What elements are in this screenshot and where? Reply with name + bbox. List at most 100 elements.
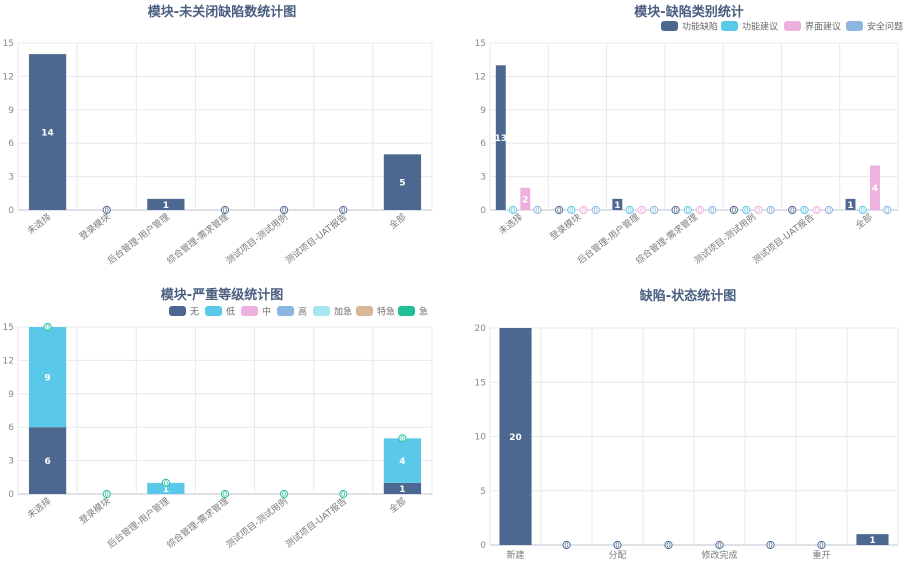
x-tick-label-1: 登录模块 bbox=[548, 211, 584, 243]
zero-value-marker-6-1 bbox=[858, 205, 867, 215]
zero-value-marker-4-top bbox=[280, 489, 289, 499]
bar-功能缺陷-2 bbox=[612, 198, 623, 210]
data-label-功能缺陷-2: 1 bbox=[614, 201, 620, 211]
zero-value-marker-5-3 bbox=[824, 205, 834, 215]
data-label-功能缺陷-6: 1 bbox=[847, 201, 853, 211]
data-label-缺陷数-0: 20 bbox=[509, 433, 522, 443]
y-tick-label-5: 15 bbox=[3, 39, 14, 49]
y-tick-label-2: 10 bbox=[475, 433, 487, 443]
chart-module-severity: 模块-严重等级统计图 0 3 6 9 12 15 未选择 登录模块后台管理-用户管理综合管理-需… bbox=[3, 287, 433, 551]
chart-panel-module-severity: 模块-严重等级统计图 0 3 6 9 12 15 未选择 登录模块 后台管理-用户管理 综合管理-需… bbox=[0, 283, 461, 566]
x-tick-label-1: 登录模块 bbox=[77, 211, 113, 243]
zero-value-marker-5-0 bbox=[766, 540, 775, 550]
data-label-缺陷数-6: 5 bbox=[399, 179, 405, 189]
x-tick-label-3: 综合管理-需求管理 bbox=[633, 211, 700, 267]
zero-value-label-2-0: 0 bbox=[615, 542, 619, 550]
data-label-缺陷数-2: 1 bbox=[163, 201, 169, 211]
x-tick-label-0: 未选择 bbox=[25, 211, 54, 237]
x-tick-label-2: 后台管理-用户管理 bbox=[105, 495, 172, 551]
legend-label-5: 特急 bbox=[377, 306, 395, 318]
zero-value-marker-4-0 bbox=[729, 205, 739, 215]
data-label-界面建议-6: 4 bbox=[872, 184, 878, 194]
chart-panel-defect-status: 缺陷-状态统计图 0 5 10 15 20 新建 分配 修改完成 重开 20 0 0 0 0 0 0 1 bbox=[461, 283, 922, 566]
zero-value-marker-1-0 bbox=[562, 540, 571, 550]
zero-value-marker-1-0 bbox=[102, 205, 111, 215]
chart-panel-module-open-defects: 模块-未关闭缺陷数统计图 0 3 6 9 12 15 未选择 登录模块 后台管理-用户管理 综合管理… bbox=[0, 0, 461, 283]
chart-title: 缺陷-状态统计图 bbox=[639, 288, 736, 304]
zero-value-marker-5-1 bbox=[800, 205, 809, 215]
y-tick-label-3: 9 bbox=[8, 106, 14, 116]
zero-value-marker-2-2 bbox=[637, 205, 646, 215]
legend-label-1: 功能建议 bbox=[742, 21, 778, 33]
zero-value-label-1-1: 0 bbox=[569, 207, 573, 215]
data-label-功能缺陷-0: 13 bbox=[495, 134, 508, 144]
legend-label-6: 急 bbox=[419, 306, 428, 318]
legend-swatch-1 bbox=[721, 21, 738, 31]
zero-value-label-5-0: 0 bbox=[768, 542, 772, 550]
x-tick-label-2: 后台管理-用户管理 bbox=[575, 211, 642, 267]
legend-label-3: 安全问题 bbox=[867, 21, 903, 33]
zero-value-label-4-0: 0 bbox=[717, 542, 721, 550]
legend-swatch-3 bbox=[846, 21, 863, 31]
y-tick-label-5: 15 bbox=[3, 323, 14, 333]
zero-value-label-3-2: 0 bbox=[698, 207, 702, 215]
y-tick-label-4: 12 bbox=[3, 356, 14, 366]
zero-value-label-5-3: 0 bbox=[827, 207, 831, 215]
zero-value-label-3-3: 0 bbox=[710, 207, 714, 215]
data-label-低-0: 9 bbox=[44, 374, 50, 384]
y-tick-label-5: 15 bbox=[475, 39, 486, 49]
chart-title: 模块-严重等级统计图 bbox=[161, 287, 283, 303]
zero-value-marker-3-1 bbox=[683, 205, 692, 215]
bar-缺陷数-2 bbox=[147, 198, 185, 210]
data-label-缺陷数-7: 1 bbox=[869, 536, 875, 546]
zero-value-marker-3-top bbox=[220, 489, 230, 499]
zero-value-marker-0-top bbox=[43, 322, 52, 332]
zero-value-label-3-0: 0 bbox=[666, 542, 670, 550]
bar-无-0 bbox=[28, 427, 67, 494]
zero-value-label-3-0: 0 bbox=[223, 207, 227, 215]
zero-value-marker-4-3 bbox=[766, 205, 775, 215]
zero-value-marker-4-0 bbox=[715, 540, 724, 550]
y-tick-label-4: 12 bbox=[475, 72, 486, 82]
data-label-无-6: 1 bbox=[399, 485, 405, 495]
x-tick-label-0: 新建 bbox=[506, 549, 524, 561]
legend-swatch-3 bbox=[277, 306, 294, 316]
zero-value-marker-3-0 bbox=[220, 205, 230, 215]
zero-value-marker-1-0 bbox=[554, 205, 564, 215]
zero-value-marker-4-1 bbox=[742, 205, 751, 215]
zero-value-label-0-1: 0 bbox=[511, 207, 515, 215]
zero-value-label-2-2: 0 bbox=[640, 207, 644, 215]
legend-swatch-4 bbox=[313, 306, 330, 316]
chart-panel-module-defect-category: 模块-缺陷类别统计 0 3 6 9 12 15 未选择 登录模块 后台管理-用户管理 综合管理-需求… bbox=[461, 0, 922, 283]
zero-value-label-3-0: 0 bbox=[673, 207, 677, 215]
legend-label-0: 无 bbox=[190, 307, 199, 318]
zero-value-label-3-1: 0 bbox=[686, 207, 690, 215]
bar-功能缺陷-0 bbox=[495, 65, 506, 211]
data-label-界面建议-0: 2 bbox=[522, 195, 528, 205]
zero-value-marker-3-0 bbox=[664, 540, 673, 550]
zero-value-label-5-0: 0 bbox=[790, 207, 794, 215]
legend-label-4: 加急 bbox=[334, 306, 352, 318]
x-tick-label-5: 测试项目-UAT报告 bbox=[750, 211, 816, 267]
y-tick-label-0: 0 bbox=[480, 541, 486, 551]
y-tick-label-3: 9 bbox=[8, 390, 14, 400]
x-tick-label-3: 综合管理-需求管理 bbox=[164, 495, 231, 551]
zero-value-label-1-0: 0 bbox=[104, 207, 108, 215]
data-label-低-6: 4 bbox=[399, 457, 405, 467]
zero-value-marker-2-3 bbox=[649, 205, 659, 215]
legend-swatch-2 bbox=[241, 306, 258, 316]
zero-value-marker-2-top bbox=[161, 478, 170, 487]
y-tick-label-1: 3 bbox=[8, 173, 14, 183]
x-tick-label-1: 登录模块 bbox=[77, 495, 113, 527]
x-tick-label-2: 后台管理-用户管理 bbox=[105, 211, 172, 267]
x-tick-label-5: 测试项目-UAT报告 bbox=[283, 495, 349, 551]
legend-swatch-0 bbox=[169, 306, 186, 316]
zero-value-marker-4-0 bbox=[280, 205, 289, 215]
x-tick-label-6: 全部 bbox=[387, 211, 409, 232]
y-tick-label-0: 0 bbox=[480, 206, 486, 216]
zero-value-marker-0-3 bbox=[533, 205, 542, 215]
y-tick-label-2: 6 bbox=[8, 139, 14, 149]
chart-title: 模块-未关闭缺陷数统计图 bbox=[148, 4, 296, 20]
